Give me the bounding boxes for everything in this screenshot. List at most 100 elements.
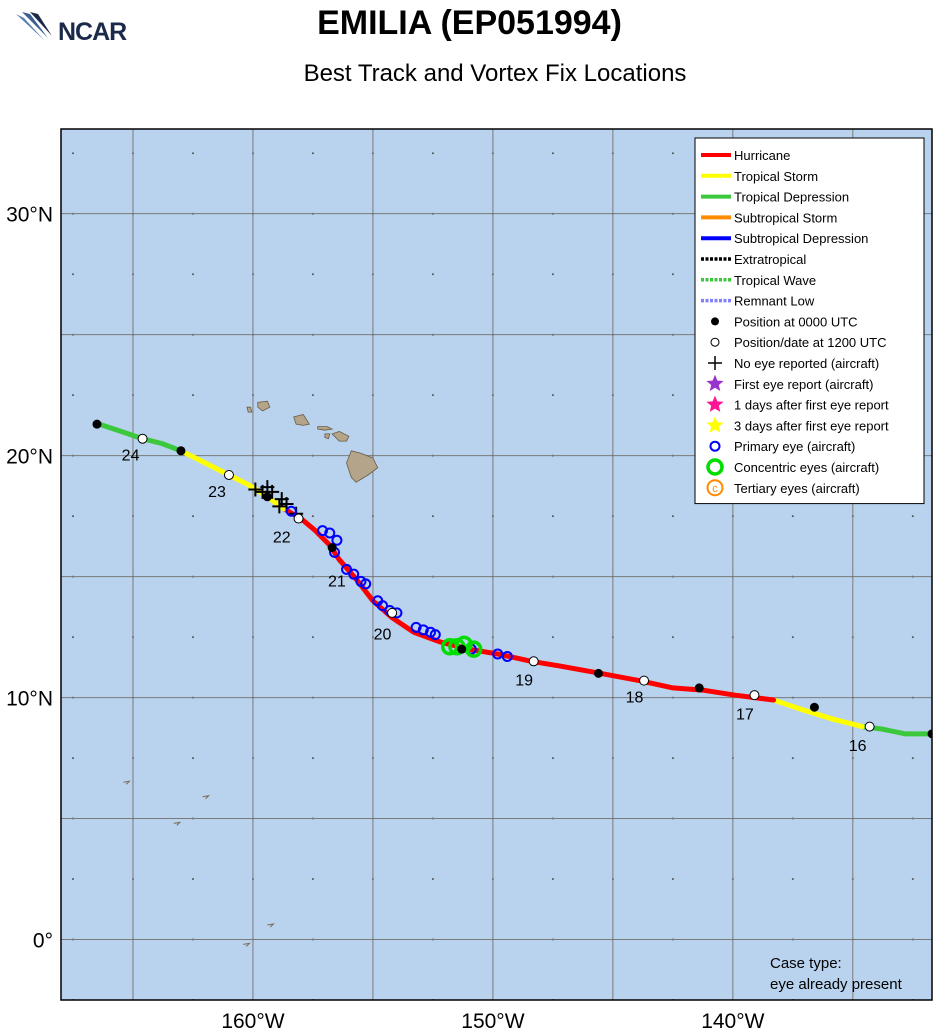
island-niihau — [246, 406, 253, 413]
legend-item: Position at 0000 UTC — [711, 314, 858, 329]
grid-dot — [72, 515, 74, 518]
position-1200-utc — [387, 607, 398, 618]
ncar-logo-swoosh-icon — [16, 12, 52, 40]
primary-eye-fix — [324, 527, 336, 539]
grid-dot — [431, 394, 434, 397]
grid-dot — [311, 152, 314, 155]
grid-dot — [551, 636, 554, 639]
grid-dot — [551, 878, 554, 880]
position-0000-utc — [809, 702, 819, 712]
legend-symbol-icon — [709, 440, 721, 452]
legend-item: Tropical Wave — [701, 273, 816, 288]
primary-eye-fix — [417, 624, 429, 636]
legend-symbol-icon — [711, 317, 719, 326]
position-0000-utc — [176, 446, 186, 456]
land-masses — [123, 400, 379, 947]
legend-item: 3 days after first eye report — [706, 416, 889, 433]
grid-dot — [311, 273, 314, 276]
position-0000-utc — [327, 543, 337, 553]
primary-eye-fix — [410, 621, 422, 633]
grid-dot — [791, 878, 794, 880]
grid-dot — [671, 394, 674, 397]
primary-eye-fix — [285, 505, 297, 517]
legend-label: Tropical Wave — [734, 273, 816, 288]
island-molokai — [317, 426, 334, 431]
legend-item: Tropical Depression — [701, 190, 849, 205]
legend-label: Concentric eyes (aircraft) — [734, 460, 879, 475]
position-0000-utc — [92, 419, 102, 429]
legend-label: 3 days after first eye report — [734, 418, 889, 433]
day-labels: 16 17 18 19 20 21 22 23 24 — [122, 447, 867, 754]
y-tick-label: 20°N — [6, 446, 53, 469]
primary-eye-fix — [331, 534, 343, 546]
page-subtitle: Best Track and Vortex Fix Locations — [303, 60, 687, 87]
day-label: 20 — [374, 627, 392, 644]
legend-item: Extratropical — [701, 252, 806, 267]
grid-dot — [311, 394, 314, 397]
legend-label: Tropical Depression — [734, 190, 849, 205]
no-eye-fix — [248, 482, 263, 497]
grid-dot — [671, 878, 674, 880]
grid-dot — [311, 878, 314, 880]
primary-eye-fix — [360, 578, 372, 590]
grid-dot — [72, 636, 74, 639]
position-1200-utc — [639, 675, 650, 686]
legend-item: No eye reported (aircraft) — [708, 356, 879, 371]
primary-eye-fix — [501, 650, 513, 662]
legend-item: Position/date at 1200 UTC — [710, 335, 886, 350]
grid-dot — [311, 636, 314, 639]
case-type-line1: Case type: — [770, 955, 842, 972]
legend-item: Primary eye (aircraft) — [709, 439, 855, 454]
legend-symbol-icon — [706, 416, 724, 433]
position-1200-utc — [223, 469, 234, 480]
axis-labels: 30°N 20°N 10°N 0° 160°W 150°W 140°W — [6, 204, 765, 1033]
day-label: 19 — [515, 672, 533, 689]
grid-dot — [192, 878, 194, 880]
legend-label: No eye reported (aircraft) — [734, 356, 879, 371]
legend-label: Tertiary eyes (aircraft) — [734, 481, 860, 496]
grid-dot — [791, 515, 794, 518]
primary-eye-fix — [341, 563, 353, 575]
grid-dot — [791, 636, 794, 639]
case-type-note: Case type: eye already present — [770, 955, 903, 993]
day-label: 22 — [273, 530, 291, 547]
grid-dot — [192, 636, 194, 639]
legend-item: Remnant Low — [701, 294, 815, 309]
legend-label: Subtropical Depression — [734, 231, 868, 246]
atoll — [243, 942, 251, 947]
primary-eye-fix — [317, 525, 329, 537]
grid-dot — [911, 515, 914, 518]
grid-dot — [551, 394, 554, 397]
grid-dot — [671, 152, 674, 155]
grid-dot — [671, 636, 674, 639]
position-1200-utc — [864, 721, 875, 732]
grid-dot — [72, 757, 74, 760]
island-oahu — [293, 414, 310, 426]
grid-dot — [311, 515, 314, 518]
no-eye-fix — [272, 499, 287, 514]
grid-dot — [192, 757, 194, 760]
logo-text: NCAR — [58, 18, 127, 46]
y-tick-label: 10°N — [6, 688, 53, 711]
grid-dot — [551, 515, 554, 518]
legend-item: 1 days after first eye report — [706, 395, 889, 413]
grid-dot — [72, 394, 74, 397]
legend-symbol-icon — [706, 458, 724, 476]
grid-dot — [192, 515, 194, 518]
position-1200-utc — [749, 690, 760, 701]
legend-label: Extratropical — [734, 252, 806, 267]
position-0000-utc — [457, 644, 467, 654]
day-label: 18 — [626, 689, 644, 706]
legend-item: c Tertiary eyes (aircraft) — [706, 479, 860, 497]
island-maui — [331, 430, 350, 442]
grid-dot — [311, 757, 314, 760]
grid-dot — [192, 152, 194, 155]
grid-dot — [671, 273, 674, 276]
legend: Hurricane Tropical Storm Tropical Depressi… — [694, 137, 925, 505]
track-positions — [92, 419, 932, 739]
position-0000-utc — [593, 668, 603, 678]
legend-item: Subtropical Storm — [701, 210, 837, 225]
position-0000-utc — [262, 492, 272, 502]
legend-label: Subtropical Storm — [734, 210, 837, 225]
grid-dot — [551, 757, 554, 760]
